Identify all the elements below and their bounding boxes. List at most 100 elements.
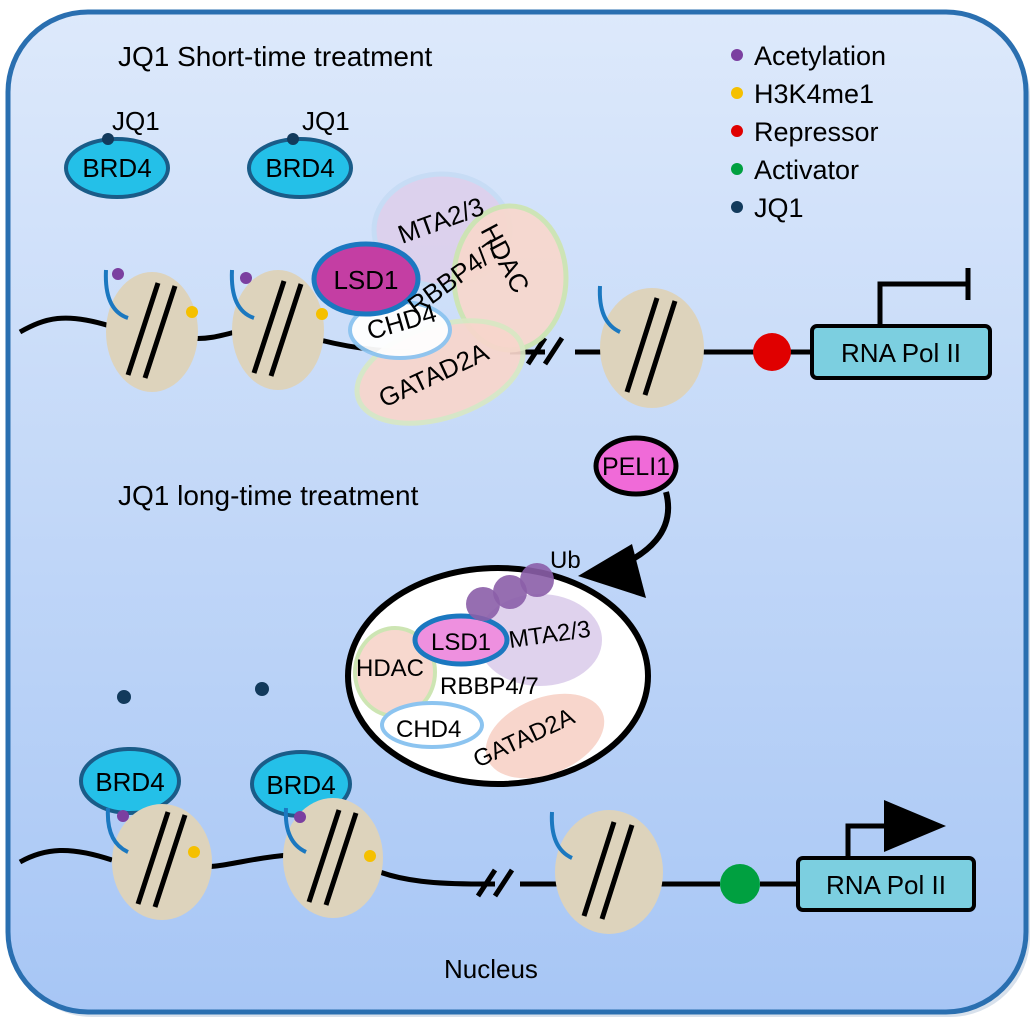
svg-text:RNA Pol II: RNA Pol II [841, 338, 961, 368]
h3k4me1-mark-icon [364, 850, 376, 862]
svg-text:LSD1: LSD1 [333, 265, 398, 295]
nucleosome-bottom-1 [105, 804, 212, 920]
legend-item-h3k4me1: H3K4me1 [731, 79, 874, 109]
svg-text:HDAC: HDAC [356, 655, 424, 682]
free-jq1-dot-icon [117, 690, 131, 704]
transcription-line [845, 823, 888, 858]
ubiquitin-icon [493, 575, 527, 609]
h3k4me1-mark-icon [188, 846, 200, 858]
peli1-complex: PELI1 [578, 435, 679, 598]
active-transcription-arrow-icon [884, 800, 946, 852]
peli1-protein [593, 435, 679, 497]
legend-item-repressor: Repressor [731, 117, 879, 147]
histone-tail [549, 811, 573, 860]
legend-item-jq1: JQ1 [731, 193, 804, 223]
legend: Acetylation H3K4me1 Repressor Activator … [731, 41, 886, 223]
histone-tail [229, 269, 255, 320]
lsd1-protein [311, 241, 421, 317]
lsd1-protein [412, 613, 510, 667]
svg-text:Acetylation: Acetylation [754, 41, 886, 71]
dna-break-icon [475, 868, 515, 898]
histone-stripes-icon [624, 297, 678, 396]
acetylation-mark-icon [117, 810, 129, 822]
activator-factor [720, 864, 760, 904]
brd4-protein [247, 137, 353, 199]
brd4-protein [79, 747, 181, 815]
brd4-jq1-complex-1: JQ1 BRD4 [64, 106, 170, 199]
blocked-transcription-icon [877, 268, 971, 326]
free-jq1-dot-icon [255, 682, 269, 696]
ubiquitin-icon [466, 587, 500, 621]
lsd1-nurd-complex-top: LSD1 MTA2/3 HDAC RBBP4/7 CHD4 GATAD2A [311, 171, 569, 426]
legend-item-activator: Activator [731, 155, 859, 185]
svg-text:Repressor: Repressor [754, 117, 879, 147]
dna-strand-bottom [18, 848, 800, 887]
svg-text:LSD1: LSD1 [431, 629, 491, 656]
rna-pol-ii-bottom: RNA Pol II [796, 800, 976, 912]
h3k4me1-mark-icon [316, 308, 328, 320]
histone-tail [597, 285, 621, 334]
svg-text:Ub: Ub [550, 547, 581, 574]
svg-text:RBBP4/7: RBBP4/7 [440, 673, 539, 700]
repressor-dot-icon [731, 125, 743, 137]
nucleosome-bottom-2 [283, 798, 383, 918]
svg-text:PELI1: PELI1 [602, 453, 670, 481]
nucleosome-bottom-3 [549, 810, 663, 934]
rna-pol-ii-top: RNA Pol II [810, 268, 992, 380]
svg-text:JQ1: JQ1 [112, 106, 160, 136]
h3k4me1-dot-icon [731, 87, 743, 99]
nucleosome [600, 288, 704, 408]
histone-tail [105, 807, 129, 854]
nucleosome [232, 270, 324, 390]
acetylation-mark-icon [294, 811, 306, 823]
mta-subunit [478, 594, 602, 686]
nucleosome [106, 272, 198, 392]
ubiquitinated-complex: LSD1 MTA2/3 HDAC RBBP4/7 CHD4 GATAD2A Ub [345, 547, 651, 787]
brd4-protein [64, 137, 170, 199]
svg-text:JQ1: JQ1 [302, 106, 350, 136]
rna-pol-ii-box [810, 324, 992, 380]
svg-text:BRD4: BRD4 [82, 153, 151, 183]
svg-text:BRD4: BRD4 [265, 153, 334, 183]
rna-pol-ii-box [796, 856, 976, 912]
nucleosome [283, 798, 383, 918]
nucleosome-top-3 [597, 285, 704, 408]
nucleosome [555, 810, 663, 934]
repressor-factor [753, 333, 791, 371]
activator-dot-icon [731, 163, 743, 175]
dna-break-icon [525, 336, 565, 366]
ubiquitin-icon [520, 563, 554, 597]
histone-tail [283, 807, 307, 854]
nucleus-label: Nucleus [444, 954, 538, 984]
jq1-dot-icon [287, 133, 299, 145]
nucleosome-top-2 [229, 269, 328, 390]
nucleosome [112, 804, 212, 920]
gatad2a-subunit [485, 693, 605, 779]
svg-text:H3K4me1: H3K4me1 [754, 79, 874, 109]
acetylation-mark-icon [240, 272, 252, 284]
svg-text:BRD4: BRD4 [266, 770, 335, 800]
histone-tail [103, 269, 129, 320]
title-long-time: JQ1 long-time treatment [118, 480, 419, 511]
svg-text:Activator: Activator [754, 155, 859, 185]
brd4-jq1-complex-2: JQ1 BRD4 [247, 106, 353, 199]
svg-text:CHD4: CHD4 [396, 716, 461, 743]
jq1-dot-icon [102, 133, 114, 145]
h3k4me1-mark-icon [186, 306, 198, 318]
svg-text:BRD4: BRD4 [95, 767, 164, 797]
legend-item-acetylation: Acetylation [731, 41, 886, 71]
histone-stripes-icon [135, 811, 188, 908]
svg-text:JQ1: JQ1 [754, 193, 804, 223]
chd4-subunit [380, 701, 484, 749]
histone-stripes-icon [125, 282, 178, 379]
arrowhead-icon [578, 544, 646, 598]
histone-stripes-icon [306, 809, 359, 906]
svg-text:RNA Pol II: RNA Pol II [826, 870, 946, 900]
acetylation-mark-icon [112, 268, 124, 280]
acetylation-dot-icon [731, 49, 743, 61]
jq1-dot-icon [731, 201, 743, 213]
title-short-time: JQ1 Short-time treatment [118, 41, 433, 72]
histone-stripes-icon [251, 280, 304, 377]
